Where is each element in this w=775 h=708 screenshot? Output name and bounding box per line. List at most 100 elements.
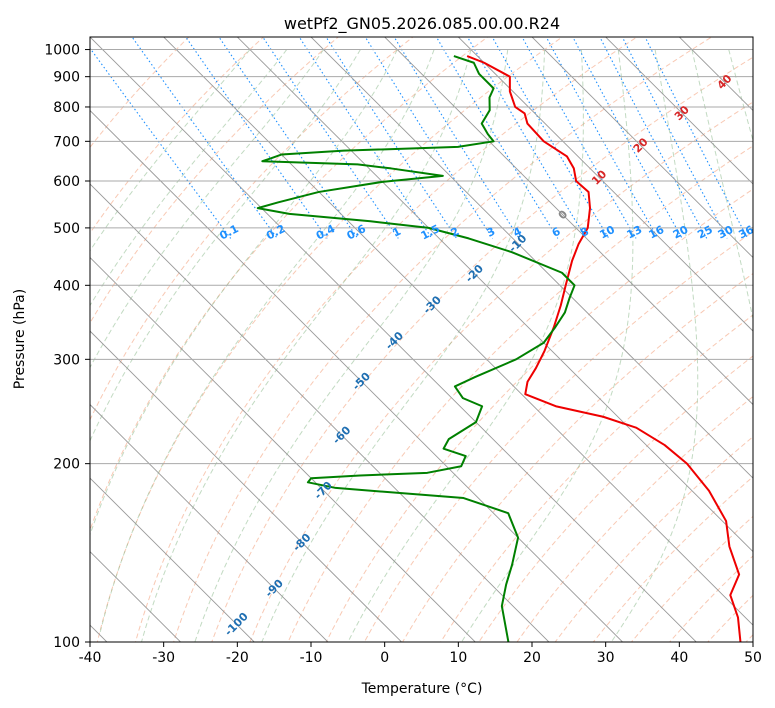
moist-adiabat — [194, 49, 509, 642]
chart-title: wetPf2_GN05.2026.085.00.00.R24 — [284, 14, 560, 34]
y-tick-label: 500 — [53, 221, 80, 237]
x-tick-label: -30 — [152, 650, 175, 666]
y-tick-label: 1000 — [44, 43, 80, 59]
mixing-ratio-label: 1 — [390, 225, 403, 240]
mixing-ratio-line — [545, 37, 659, 239]
mixing-ratio-label: 13 — [625, 223, 645, 242]
isotherm-line — [163, 37, 753, 626]
isotherm-line — [752, 37, 753, 38]
dry-adiabat — [478, 355, 753, 642]
mixing-ratio-line — [521, 37, 637, 239]
dry-adiabat — [771, 25, 775, 655]
profile-lines — [256, 55, 742, 642]
mixing-ratio-label: 25 — [695, 223, 715, 242]
x-tick-label: 50 — [744, 650, 762, 666]
mixing-ratio-label: 16 — [647, 223, 667, 242]
dry-adiabat — [90, 37, 414, 421]
y-tick-label: 300 — [53, 352, 80, 368]
isotherm-line — [90, 183, 550, 642]
mixing-ratio-label: 2 — [449, 225, 462, 240]
mixing-ratio-line — [644, 37, 749, 239]
mixing-ratio-line — [90, 47, 232, 239]
dry-adiabat — [90, 37, 265, 234]
dry-adiabat — [668, 555, 753, 642]
temperature-profile-line — [466, 55, 742, 642]
y-tick-label: 200 — [53, 457, 80, 473]
isotherm-line — [90, 477, 255, 642]
mixing-ratio-line — [572, 37, 683, 239]
dry-adiabat — [287, 145, 753, 642]
isotherm-line — [605, 37, 753, 185]
x-tick-label: 0 — [380, 650, 389, 666]
isotherm-line — [678, 37, 753, 112]
dry-adiabat — [401, 272, 753, 642]
y-tick-label: 100 — [53, 635, 80, 651]
mixing-ratio-line — [364, 37, 494, 239]
dry-adiabat — [249, 101, 753, 642]
moist-adiabat — [347, 49, 584, 642]
moist-adiabat — [610, 49, 699, 642]
y-tick-label: 600 — [53, 174, 80, 190]
isotherm-line — [90, 403, 329, 642]
mixing-ratio-label: 30 — [716, 223, 736, 242]
mixing-ratio-line — [435, 37, 559, 239]
dry-adiabat — [554, 436, 753, 642]
mixing-ratio-line — [262, 37, 399, 239]
y-tick-label: 800 — [53, 100, 80, 116]
mixing-ratio-label: 0.6 — [345, 222, 369, 243]
isotherm-line — [90, 37, 697, 642]
mixing-ratio-label: 8 — [578, 225, 591, 240]
moist-adiabat — [261, 49, 546, 642]
x-tick-label: -20 — [226, 650, 249, 666]
mixing-ratio-line — [325, 37, 458, 239]
isotherm-line — [236, 37, 753, 553]
mixing-ratio-line — [599, 37, 708, 239]
dry-adiabat — [173, 37, 713, 642]
isotherm-line — [90, 256, 476, 642]
mixing-ratio-label: 1.5 — [419, 222, 442, 242]
dry-adiabat — [211, 56, 753, 642]
moist-adiabat — [728, 49, 753, 143]
mixing-ratio-label: 3 — [485, 225, 498, 240]
moist-adiabat — [90, 49, 324, 369]
y-tick-label: 700 — [53, 134, 80, 150]
isotherm-line — [310, 37, 753, 479]
x-tick-label: 30 — [597, 650, 615, 666]
axes: -40 -30 -20 -10 0 10 20 30 40 50 1000 900 800 700 600 5… — [44, 43, 762, 666]
x-tick-label: 10 — [449, 650, 467, 666]
mixing-ratio-label: 36 — [736, 223, 756, 242]
moist-adiabat — [140, 49, 472, 642]
x-tick-label: 40 — [670, 650, 688, 666]
mixing-ratio-line — [466, 37, 587, 239]
dry-adiabat — [90, 37, 489, 532]
isotherm-line — [384, 37, 753, 406]
dry-adiabat — [745, 634, 753, 642]
isotherm-line — [90, 330, 403, 642]
x-tick-label: 20 — [523, 650, 541, 666]
moist-adiabat — [90, 49, 361, 443]
line-labels: 0.1 0.2 0.4 0.6 1 1.5 2 3 4 6 8 10 13 16 20 25 30 36-100-… — [217, 72, 756, 639]
dry-adiabat — [134, 37, 638, 642]
mixing-ratio-line — [131, 37, 278, 239]
moist-adiabat — [90, 49, 288, 307]
isotherm-line — [531, 37, 753, 259]
isotherm-line — [0, 25, 60, 669]
x-axis-label: Temperature (°C) — [361, 681, 483, 697]
y-tick-label: 900 — [53, 70, 80, 86]
plot-frame — [89, 36, 754, 643]
dry-adiabat — [90, 37, 190, 149]
dry-adiabat — [363, 231, 753, 642]
mixing-ratio-label: 6 — [550, 225, 563, 240]
moist-adiabat — [461, 49, 634, 642]
mixing-ratio-label: 20 — [671, 223, 691, 242]
moist-adiabat — [99, 49, 435, 633]
mixing-ratio-line — [491, 37, 610, 239]
dewpoint-profile-line — [256, 55, 576, 642]
y-axis-label: Pressure (hPa) — [12, 289, 28, 389]
isotherm-line — [90, 109, 624, 642]
moist-adiabat — [691, 49, 753, 322]
mixing-ratio-line — [621, 37, 728, 239]
x-tick-label: -10 — [300, 650, 323, 666]
